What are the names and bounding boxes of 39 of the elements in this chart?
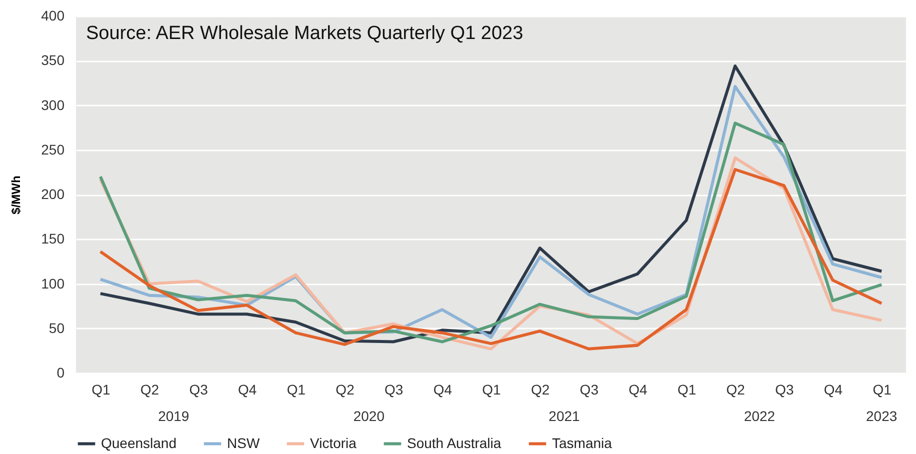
- y-tick-label: 300: [41, 96, 65, 113]
- legend-label: Victoria: [310, 434, 357, 451]
- x-tick-label: Q3: [580, 382, 599, 398]
- y-tick-label: 350: [41, 52, 65, 68]
- text: 2020: [353, 408, 385, 424]
- x-tick-label: Q2: [336, 382, 355, 398]
- text: 2021: [548, 408, 580, 424]
- x-tick-label: Q2: [140, 382, 160, 398]
- x-tick-label: Q3: [775, 382, 794, 398]
- x-tick-label: Q2: [726, 382, 746, 398]
- x-tick-label: Q3: [384, 382, 404, 398]
- x-tick-label: Q1: [286, 382, 306, 398]
- x-tick-label: Q1: [482, 382, 502, 398]
- y-tick-label: 150: [41, 230, 65, 247]
- text: 2019: [158, 408, 190, 424]
- y-tick-label: 400: [41, 8, 65, 24]
- legend-label: Tasmania: [552, 434, 612, 451]
- x-tick-label: Q1: [872, 382, 892, 398]
- text: 2022: [744, 408, 776, 424]
- annotation: Source: AER Wholesale Markets Quarterly Q1 2023: [86, 23, 524, 44]
- x-tick-label: Q1: [677, 382, 696, 398]
- y-tick-label: 250: [41, 141, 65, 158]
- y-axis-title: $/MWh: [9, 176, 24, 214]
- y-tick-label: 100: [41, 275, 65, 292]
- x-tick-label: Q4: [628, 382, 648, 398]
- x-tick-label: Q4: [238, 382, 257, 398]
- x-tick-label: Q2: [530, 382, 550, 398]
- x-tick-label: Q3: [189, 382, 208, 398]
- legend-label: South Australia: [407, 434, 502, 451]
- y-tick-label: 50: [48, 320, 65, 336]
- x-tick-label: Q4: [824, 382, 843, 398]
- x-tick-label: Q1: [92, 382, 110, 398]
- legend-label: Queensland: [101, 434, 177, 451]
- line-series: [98, 122, 884, 344]
- x-tick-label: Q4: [433, 382, 452, 398]
- y-tick-label: 0: [56, 364, 65, 380]
- legend-label: NSW: [227, 434, 260, 451]
- y-tick-label: 200: [41, 186, 65, 202]
- text: 2023: [866, 408, 898, 424]
